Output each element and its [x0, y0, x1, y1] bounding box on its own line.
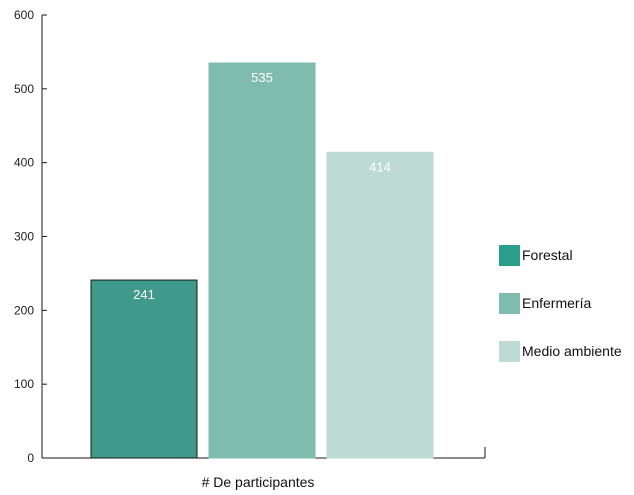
data-label: 535 — [251, 70, 273, 85]
data-label: 414 — [369, 159, 391, 174]
y-tick-label: 200 — [14, 303, 34, 317]
legend-swatch — [499, 245, 520, 266]
legend-label: Enfermería — [522, 295, 591, 311]
bar-medio-ambiente — [326, 151, 434, 459]
legend-label: Medio ambiente — [522, 343, 622, 359]
y-tick-label: 500 — [14, 82, 34, 96]
legend-swatch — [499, 293, 520, 314]
y-tick-label: 400 — [14, 156, 34, 170]
bars — [90, 62, 434, 459]
y-tick-label: 600 — [14, 8, 34, 22]
legend: Forestal Enfermería Medio ambiente — [499, 245, 622, 362]
y-tick-label: 100 — [14, 377, 34, 391]
y-tick-label: 300 — [14, 230, 34, 244]
data-labels: 241 535 414 — [133, 70, 391, 302]
x-axis-label: # De participantes — [202, 474, 315, 490]
y-axis: 0 100 200 300 400 500 600 — [14, 8, 47, 465]
data-label: 241 — [133, 287, 155, 302]
bar-forestal — [90, 279, 198, 459]
legend-label: Forestal — [522, 247, 573, 263]
y-tick-label: 0 — [27, 451, 34, 465]
legend-swatch — [499, 341, 520, 362]
bar-enfermería — [208, 62, 316, 459]
